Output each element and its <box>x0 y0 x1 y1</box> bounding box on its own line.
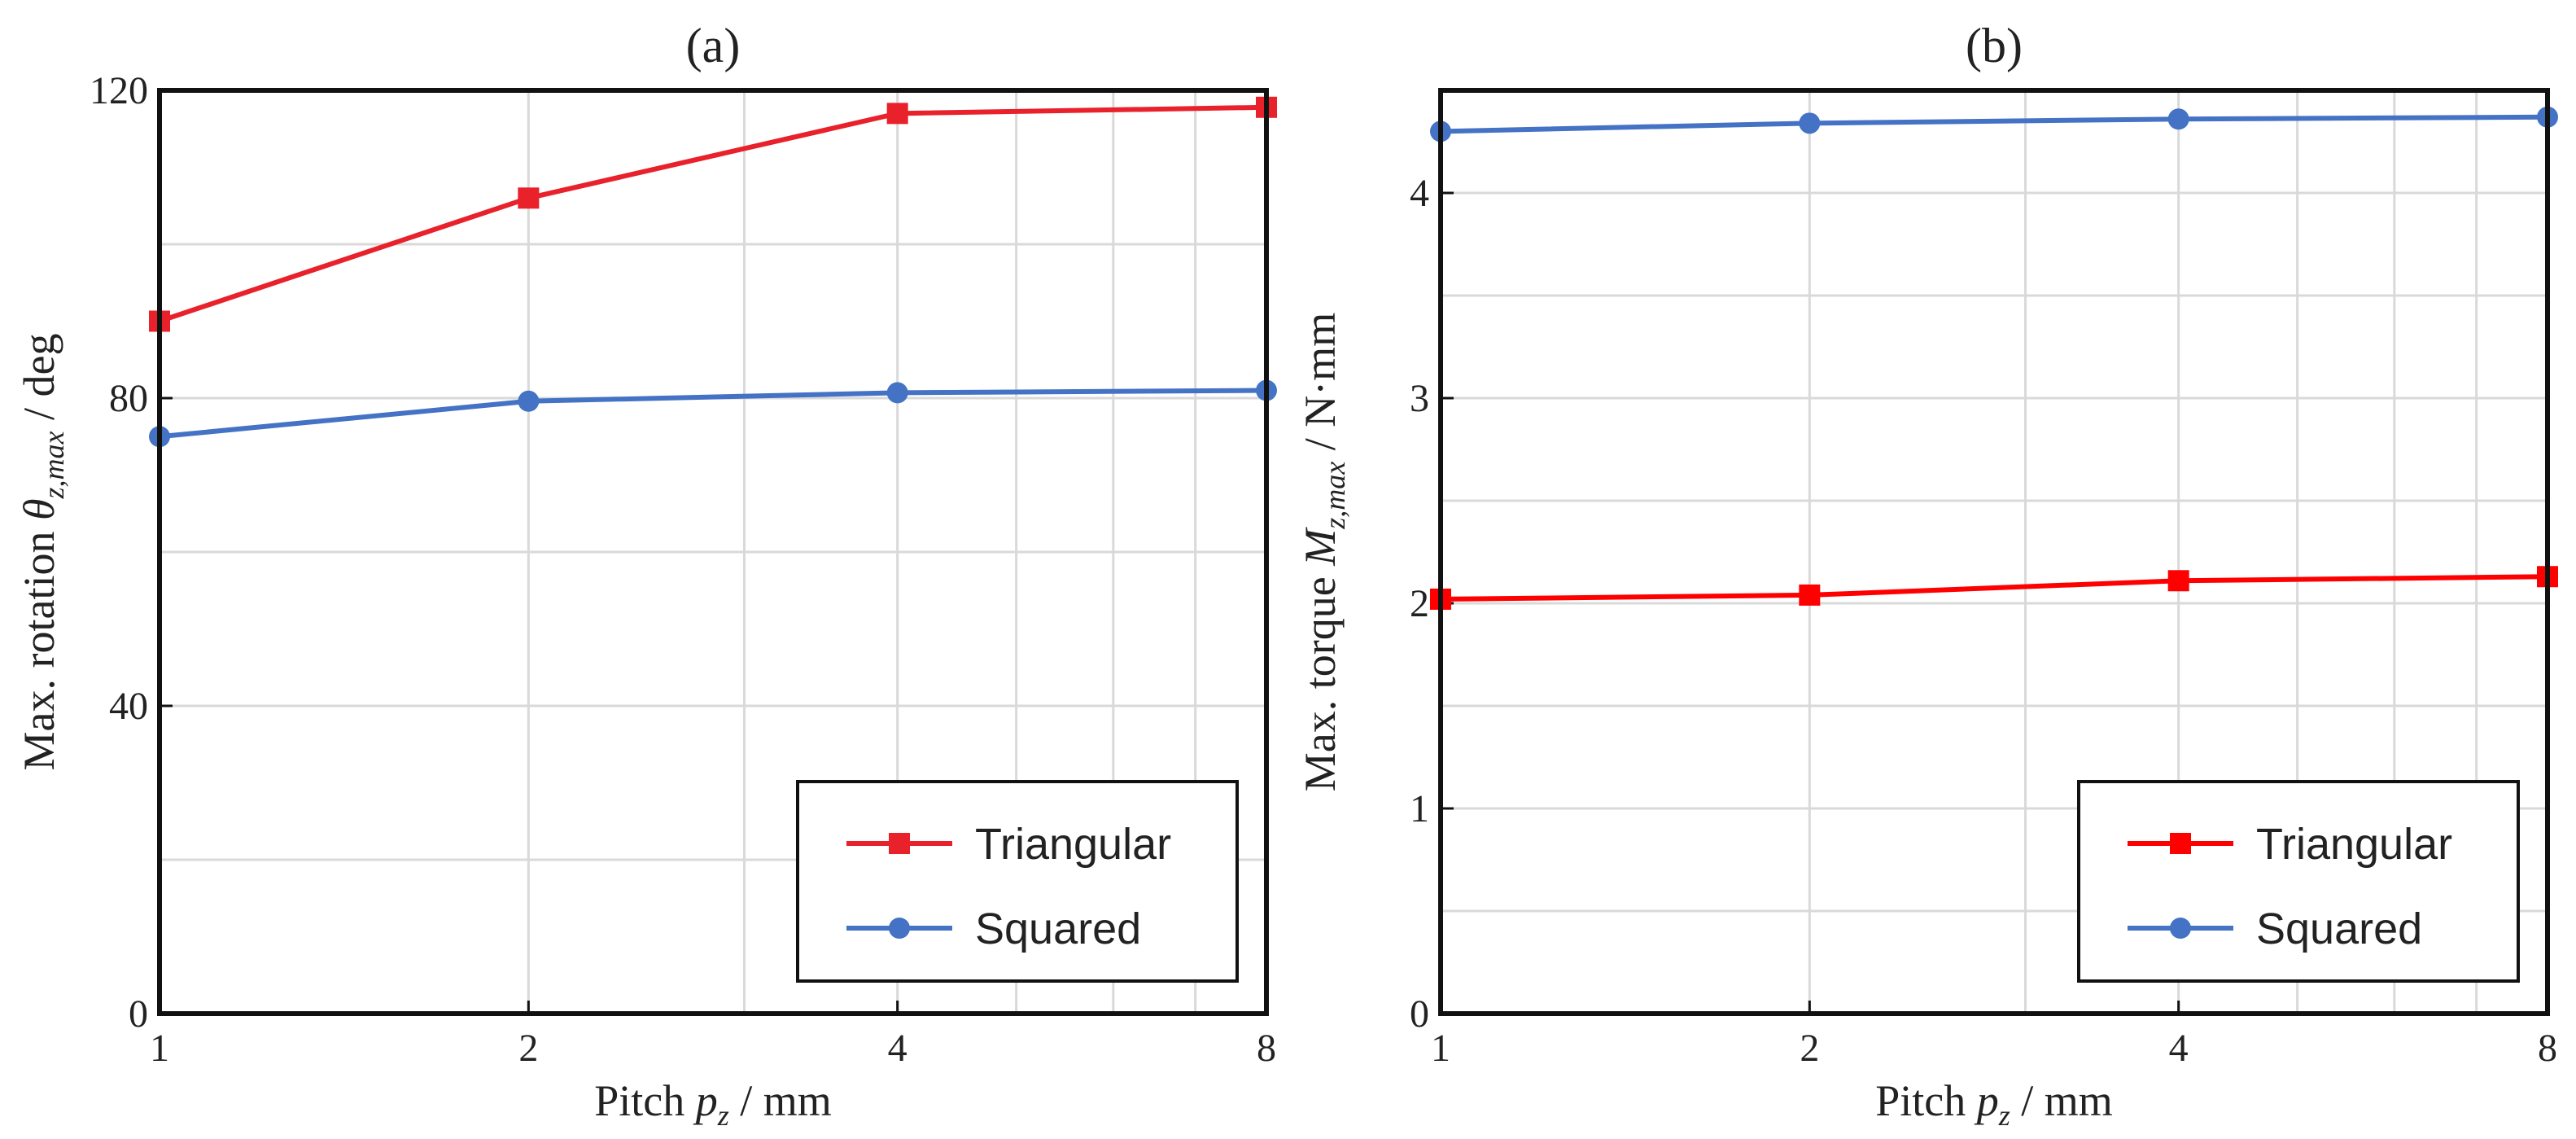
y-tick-label: 40 <box>109 685 148 728</box>
legend-box <box>2077 780 2520 983</box>
x-tick-label: 1 <box>1431 1027 1450 1070</box>
legend-marker <box>2170 918 2191 939</box>
data-point <box>518 187 540 209</box>
x-tick-label: 8 <box>1257 1027 1276 1070</box>
y-axis-title: Max. rotation θz,max / deg <box>15 334 70 771</box>
legend-marker <box>889 833 910 854</box>
series-line <box>159 104 1267 324</box>
x-tick-label: 8 <box>2538 1027 2557 1070</box>
x-axis-title: Pitch pz / mm <box>594 1076 832 1132</box>
legend-item: Squared <box>2128 905 2422 953</box>
y-tick-label: 120 <box>90 69 148 112</box>
legend-marker <box>2170 833 2191 854</box>
legend-item: Squared <box>846 905 1141 953</box>
plot-frame <box>157 88 1269 1016</box>
legend-label: Squared <box>975 905 1141 953</box>
plot-frame <box>1438 88 2550 1016</box>
x-tick-label: 2 <box>518 1027 538 1070</box>
x-axis-title: Pitch pz / mm <box>1875 1076 2113 1132</box>
y-tick-label: 80 <box>109 377 148 420</box>
y-tick-label: 1 <box>1410 787 1429 830</box>
legend-item: Triangular <box>846 820 1171 869</box>
x-tick-label: 4 <box>2169 1027 2189 1070</box>
legend: Triangular Squared <box>796 780 1239 983</box>
legend: Triangular Squared <box>2077 780 2520 983</box>
y-tick-label: 0 <box>1410 992 1429 1036</box>
panel-title: (b) <box>1966 19 2023 72</box>
y-tick-label: 0 <box>129 992 148 1036</box>
x-tick-label: 2 <box>1800 1027 1819 1070</box>
legend-box <box>796 780 1239 983</box>
panel-title: (a) <box>686 19 741 72</box>
y-axis-title: Max. torque Mz,max / N·mm <box>1296 313 1351 791</box>
data-point <box>886 382 908 404</box>
data-point <box>1799 112 1821 134</box>
legend-label: Squared <box>2256 905 2422 953</box>
data-point <box>1799 584 1821 606</box>
legend-item: Triangular <box>2128 820 2452 869</box>
data-point <box>2167 108 2189 130</box>
y-tick-label: 4 <box>1410 172 1429 215</box>
series-line <box>159 388 1267 440</box>
data-point <box>2167 570 2189 592</box>
y-tick-label: 2 <box>1410 582 1429 625</box>
series-line <box>1440 114 2548 134</box>
series-line <box>1440 574 2548 602</box>
series-squared <box>1430 106 2558 142</box>
x-tick-label: 4 <box>888 1027 908 1070</box>
x-tick-label: 1 <box>150 1027 169 1070</box>
series-triangular <box>1430 566 2558 610</box>
legend-label: Triangular <box>975 820 1171 869</box>
data-point <box>518 390 540 412</box>
data-point <box>886 103 908 125</box>
legend-marker <box>889 918 910 939</box>
legend-label: Triangular <box>2256 820 2452 869</box>
y-tick-label: 3 <box>1410 377 1429 420</box>
